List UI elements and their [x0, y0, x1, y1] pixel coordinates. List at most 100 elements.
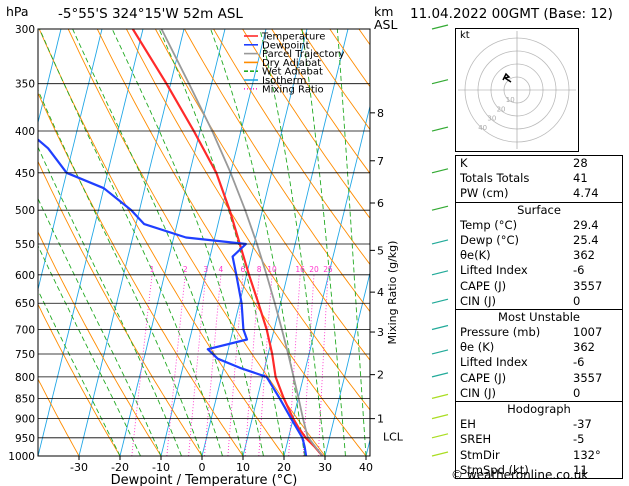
mu-label: CAPE (J) — [460, 370, 507, 385]
hodo-value: -5 — [573, 432, 585, 447]
hodo-label: StmSpd (kt) — [460, 462, 529, 477]
x-tick-label: -20 — [111, 461, 129, 474]
pressure-tick-label: 300 — [15, 24, 35, 36]
x-tick-label: 10 — [236, 461, 250, 474]
x-tick-label: 0 — [199, 461, 206, 474]
surface-value: 3557 — [573, 278, 603, 293]
km-tick-label: 2 — [377, 369, 384, 382]
hodograph-trace — [502, 72, 512, 83]
isotherm-line — [38, 29, 144, 456]
dry-adiabat-line — [271, 29, 370, 175]
wind-barb — [431, 24, 449, 30]
pressure-tick-label: 450 — [15, 168, 35, 180]
wet-adiabat-line — [336, 29, 367, 456]
surface-label: Lifted Index — [460, 263, 528, 278]
km-tick-label: 5 — [377, 244, 384, 257]
mixing-ratio-axis-label: Mixing Ratio (g/kg) — [386, 241, 399, 345]
hodograph-ring-label: 20 — [497, 105, 506, 113]
mu-label: Lifted Index — [460, 355, 528, 370]
mixing-ratio-label: 8 — [257, 265, 262, 274]
lcl-label: LCL — [383, 431, 404, 444]
hodo-value: -37 — [573, 417, 592, 432]
hodo-label: EH — [460, 417, 476, 432]
wind-barb — [431, 393, 449, 399]
mixing-ratio-line — [244, 274, 260, 456]
mixing-ratio-line — [227, 274, 244, 456]
legend-label: Dry Adiabat — [262, 58, 321, 69]
hodo-value: 11 — [573, 462, 588, 477]
wind-barb — [431, 349, 449, 355]
km-tick-label: 4 — [377, 286, 384, 299]
surface-value: -6 — [573, 263, 585, 278]
datetime: 11.04.2022 00GMT (Base: 12) — [410, 6, 613, 22]
pressure-tick-label: 700 — [15, 325, 35, 337]
km-label: km — [374, 4, 394, 19]
location-title: -5°55'S 324°15'W 52m ASL — [58, 6, 243, 22]
surface-value: 362 — [573, 248, 595, 263]
index-label: PW (cm) — [460, 186, 509, 201]
indices-table: K 28 Totals Totals 41 PW (cm) 4.74 Surface … — [455, 155, 623, 479]
mixing-ratio-label: 1 — [150, 265, 155, 274]
hodograph-kt-label: kt — [460, 30, 470, 41]
pressure-tick-label: 1000 — [8, 451, 35, 463]
wind-barb — [431, 79, 449, 85]
mixing-ratio-line — [258, 274, 273, 456]
pressure-tick-label: 600 — [15, 270, 35, 282]
surface-label: CIN (J) — [460, 293, 497, 308]
wind-barb — [431, 298, 449, 304]
index-value: 4.74 — [573, 186, 599, 201]
index-label: K — [460, 156, 468, 170]
hodograph-ring-label: 10 — [506, 96, 515, 104]
mu-value: 1007 — [573, 325, 603, 340]
pressure-tick-label: 850 — [15, 393, 35, 405]
mu-value: 3557 — [573, 370, 603, 385]
mixing-ratio-label: 25 — [323, 265, 333, 274]
legend-label: Wet Adiabat — [262, 67, 323, 78]
hpa-label: hPa — [6, 4, 29, 19]
pressure-tick-label: 550 — [15, 239, 35, 251]
surface-value: 25.4 — [573, 232, 599, 247]
surface-label: θe(K) — [460, 248, 491, 263]
x-tick-label: 20 — [277, 461, 291, 474]
km-tick-label: 7 — [377, 155, 384, 168]
dry-adiabat-line — [213, 29, 370, 266]
mu-value: 362 — [573, 340, 595, 355]
wind-barb — [431, 270, 449, 276]
isotherm-line — [38, 29, 103, 292]
series-dewpoint-line — [38, 138, 308, 456]
plot-frame — [37, 28, 371, 457]
surface-value: 29.4 — [573, 217, 599, 232]
x-tick-label: -30 — [70, 461, 88, 474]
km-tick-label: 1 — [377, 413, 384, 426]
index-value: 41 — [573, 171, 588, 186]
wind-barb — [431, 126, 449, 132]
mixing-ratio-line — [317, 274, 329, 456]
pressure-tick-label: 800 — [15, 372, 35, 384]
isotherm-line — [324, 271, 370, 456]
mixing-ratio-line — [131, 274, 153, 456]
wet-adiabat-line — [38, 89, 203, 456]
mixing-ratio-line — [204, 274, 222, 456]
mixing-ratio-label: 16 — [295, 265, 305, 274]
dry-adiabat-line — [242, 29, 370, 220]
mixing-ratio-line — [188, 274, 207, 456]
wind-barb — [431, 372, 449, 378]
pressure-tick-label: 400 — [15, 126, 35, 138]
hodograph-panel: 10 20 30 40 kt — [455, 28, 579, 152]
wind-barb — [431, 414, 449, 420]
legend-label: Parcel Trajectory — [262, 49, 345, 60]
x-tick-label: -10 — [152, 461, 170, 474]
pressure-tick-label: 350 — [15, 79, 35, 91]
mixing-ratio-label: 3 — [203, 265, 208, 274]
surface-label: CAPE (J) — [460, 278, 507, 293]
x-tick-label: 30 — [318, 461, 332, 474]
x-tick-label: 40 — [359, 461, 373, 474]
dry-adiabat-line — [38, 303, 121, 456]
mixing-ratio-line — [166, 274, 186, 456]
isotherm-line — [78, 29, 185, 456]
pressure-tick-label: 950 — [15, 433, 35, 445]
hodograph-ring-label: 30 — [487, 115, 496, 123]
asl-label: ASL — [374, 17, 398, 32]
